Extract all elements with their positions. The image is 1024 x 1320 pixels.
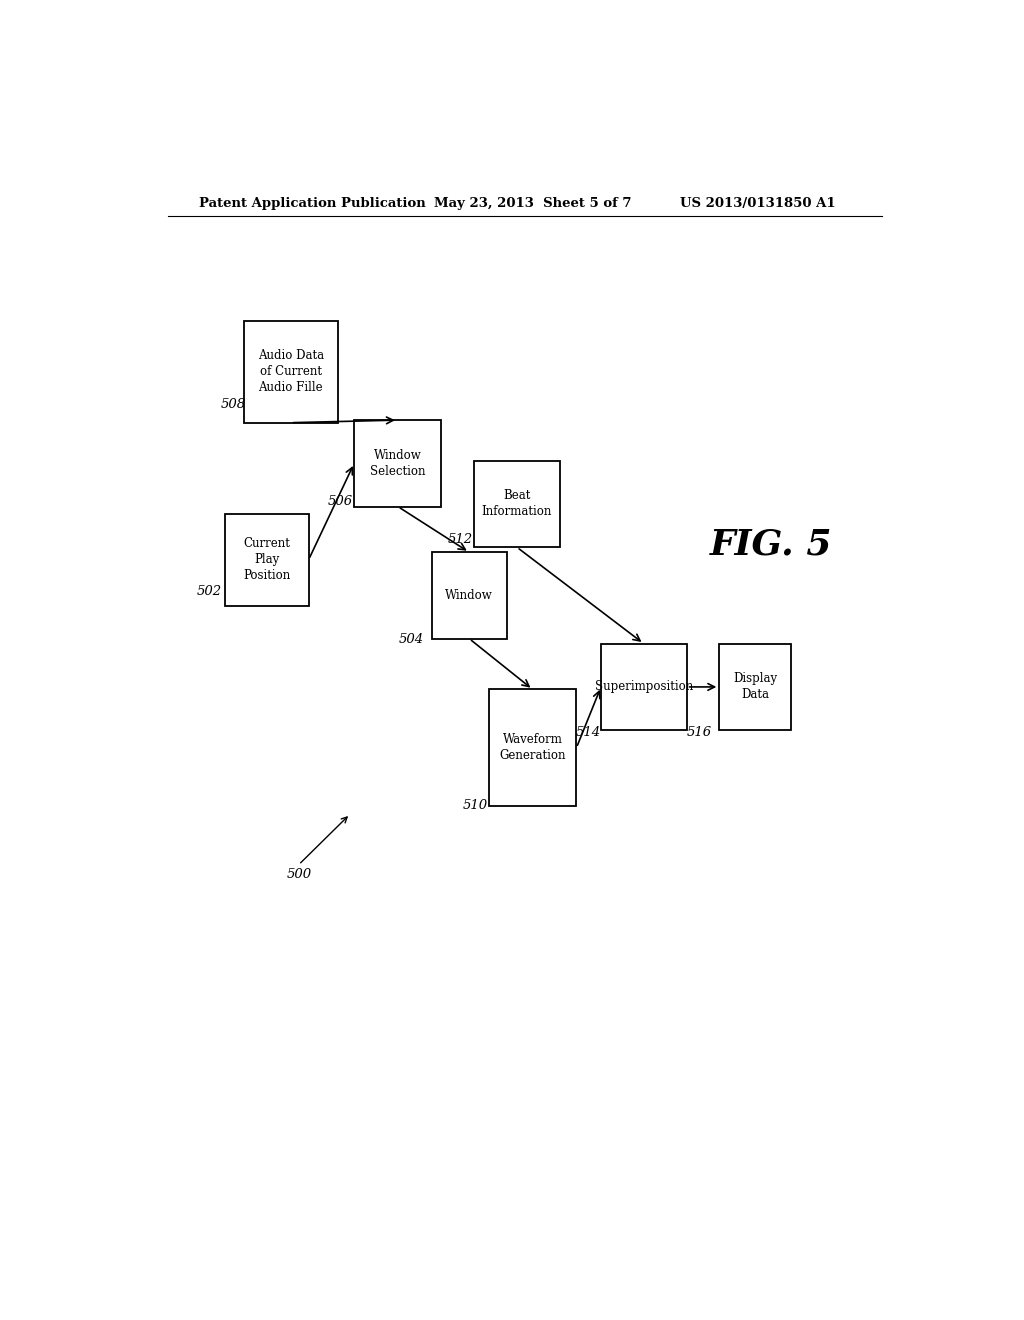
- Text: 506: 506: [328, 495, 352, 508]
- Text: US 2013/0131850 A1: US 2013/0131850 A1: [680, 197, 836, 210]
- Bar: [601, 644, 687, 730]
- Text: 510: 510: [463, 800, 487, 812]
- Text: May 23, 2013  Sheet 5 of 7: May 23, 2013 Sheet 5 of 7: [433, 197, 631, 210]
- Text: Display
Data: Display Data: [733, 672, 777, 701]
- Bar: [719, 644, 791, 730]
- Text: Window
Selection: Window Selection: [370, 449, 426, 478]
- Bar: [244, 321, 338, 422]
- Text: FIG. 5: FIG. 5: [710, 528, 833, 561]
- Text: 502: 502: [197, 585, 221, 598]
- Bar: [489, 689, 577, 807]
- Text: Beat
Information: Beat Information: [481, 490, 552, 519]
- Text: 514: 514: [575, 726, 601, 739]
- Text: Audio Data
of Current
Audio Fille: Audio Data of Current Audio Fille: [258, 350, 324, 395]
- Text: Patent Application Publication: Patent Application Publication: [200, 197, 426, 210]
- Text: 500: 500: [287, 869, 312, 882]
- Bar: [354, 420, 441, 507]
- Text: 504: 504: [399, 632, 424, 645]
- Bar: [431, 552, 507, 639]
- Text: Waveform
Generation: Waveform Generation: [500, 734, 566, 763]
- Text: 512: 512: [449, 533, 473, 546]
- Text: 508: 508: [220, 397, 246, 411]
- Text: Current
Play
Position: Current Play Position: [244, 537, 291, 582]
- Text: 516: 516: [687, 726, 712, 739]
- Bar: [474, 461, 560, 548]
- Text: Window: Window: [445, 589, 494, 602]
- Text: Superimposition: Superimposition: [595, 680, 693, 693]
- Bar: [225, 515, 308, 606]
